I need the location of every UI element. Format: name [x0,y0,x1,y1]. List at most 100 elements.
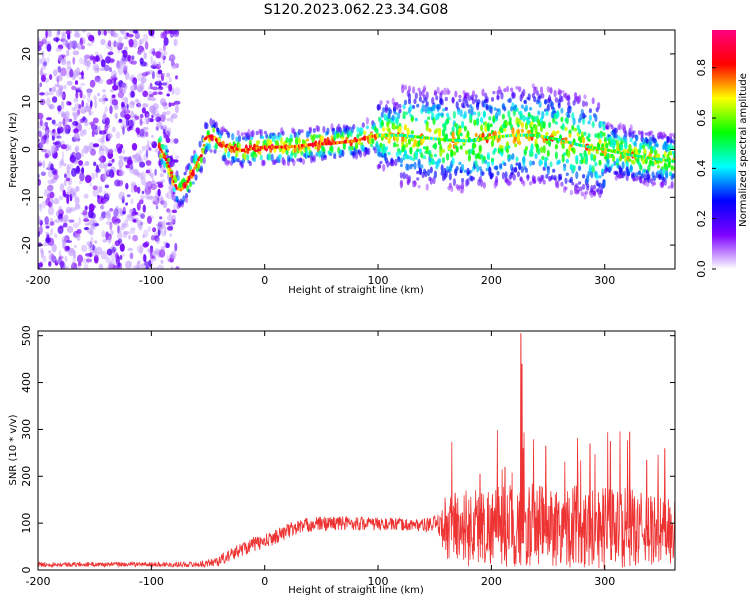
spectrogram-noise-cell [162,105,169,110]
spectrogram-noise-cell [147,226,152,233]
spectrogram-signal-cell [503,106,507,112]
spectrogram-noise-cell [47,151,53,157]
spectrogram-noise-cell [109,105,113,114]
spectrogram-noise-cell [139,128,145,137]
spectrogram-noise-cell [119,243,125,252]
spectrogram-signal-cell [520,166,525,174]
spectrogram-noise-cell [85,258,93,263]
spectrogram-signal-cell [429,166,433,174]
spectrogram-y-axis-label: Frequency (Hz) [8,112,19,188]
spectrogram-noise-cell [151,111,156,117]
spectrogram-signal-cell [473,143,477,149]
spectrogram-signal-cell [594,133,598,138]
spectrogram-noise-cell [90,172,96,180]
spectrogram-signal-cell [624,143,628,150]
spectrogram-noise-cell [141,171,147,179]
spectrogram-signal-cell [227,160,231,165]
spectrogram-signal-cell [329,152,333,157]
snr-peak-spike [645,459,648,546]
spectrogram-ridge-cell [193,166,197,170]
spectrogram-noise-cell [165,80,169,89]
spectrogram-signal-cell [393,141,397,148]
spectrogram-noise-cell [99,162,106,169]
spectrogram-signal-cell [363,130,367,135]
spectrogram-signal-cell [452,151,456,156]
spectrogram-noise-cell [111,70,118,79]
spectrogram-signal-cell [620,140,624,145]
spectrogram-noise-cell [61,91,66,101]
spectrogram-noise-cell [72,111,76,117]
spectrogram-signal-cell [563,163,567,169]
spectrogram-signal-cell [432,176,436,185]
spectrogram-signal-cell [427,116,431,120]
spectrogram-noise-cell [130,227,136,231]
spectrogram-noise-cell [126,159,133,166]
spectrogram-noise-cell [84,57,88,63]
spectrogram-noise-cell [121,50,126,54]
spectrogram-signal-cell [583,131,587,136]
spectrogram-noise-cell [79,118,84,124]
spectrogram-noise-cell [133,185,138,193]
spectrogram-signal-cell [501,113,505,120]
spectrogram-signal-cell [240,132,244,137]
spectrogram-noise-cell [64,125,69,135]
spectrogram-noise-cell [70,153,74,160]
spectrogram-signal-cell [300,151,304,156]
spectrogram-signal-cell [663,133,667,139]
snr-x-tick-label: -200 [26,575,51,588]
spectrogram-noise-cell [127,213,132,219]
spectrogram-ridge-cell [187,177,191,181]
spectrogram-noise-cell [81,244,88,252]
spectrogram-signal-cell [474,94,478,100]
spectrogram-noise-cell [62,266,69,269]
spectrogram-ridge-cell [160,150,164,154]
spectrogram-noise-cell [129,252,134,260]
spectrogram-noise-cell [100,145,107,152]
spectrogram-signal-cell [476,118,480,126]
spectrogram-signal-cell [599,133,603,139]
spectrogram-signal-cell [458,98,462,103]
spectrogram-x-tick-label: 300 [594,274,615,287]
spectrogram-signal-cell [610,164,614,168]
spectrogram-signal-cell [352,123,356,130]
spectrogram-signal-cell [579,186,583,192]
spectrogram-signal-cell [397,112,401,120]
spectrogram-signal-cell [500,128,504,134]
spectrogram-signal-cell [289,138,293,143]
spectrogram-signal-cell [395,125,399,130]
spectrogram-noise-cell [166,208,171,213]
spectrogram-noise-cell [139,246,143,255]
spectrogram-noise-cell [171,64,177,70]
spectrogram-noise-cell [130,110,134,119]
spectrogram-noise-cell [136,262,141,269]
snr-y-tick-label: 500 [20,325,33,346]
spectrogram-signal-cell [485,96,489,102]
spectrogram-signal-cell [595,173,599,180]
spectrogram-signal-cell [572,117,576,126]
spectrogram-signal-cell [587,120,591,125]
spectrogram-noise-cell [107,262,114,268]
spectrogram-noise-cell [73,128,79,134]
spectrogram-noise-cell [39,219,43,226]
spectrogram-noise-cell [89,53,95,59]
spectrogram-signal-cell [535,90,540,96]
spectrogram-noise-cell [61,242,65,249]
spectrogram-signal-cell [395,151,399,158]
spectrogram-noise-cell [93,254,99,264]
spectrogram-noise-cell [156,79,161,84]
spectrogram-noise-cell [168,209,172,216]
spectrogram-signal-cell [297,128,301,136]
spectrogram-noise-cell [58,256,62,266]
spectrogram-signal-cell [388,109,393,115]
spectrogram-noise-cell [152,227,157,233]
spectrogram-noise-cell [42,122,46,131]
spectrogram-noise-cell [102,89,106,93]
spectrogram-signal-cell [265,133,269,139]
spectrogram-signal-cell [183,171,187,176]
spectrogram-noise-cell [146,168,153,173]
spectrogram-signal-cell [606,121,610,127]
spectrogram-signal-cell [640,173,644,177]
spectrogram-noise-cell [161,220,167,228]
spectrogram-signal-cell [616,162,620,166]
spectrogram-signal-cell [446,112,450,118]
